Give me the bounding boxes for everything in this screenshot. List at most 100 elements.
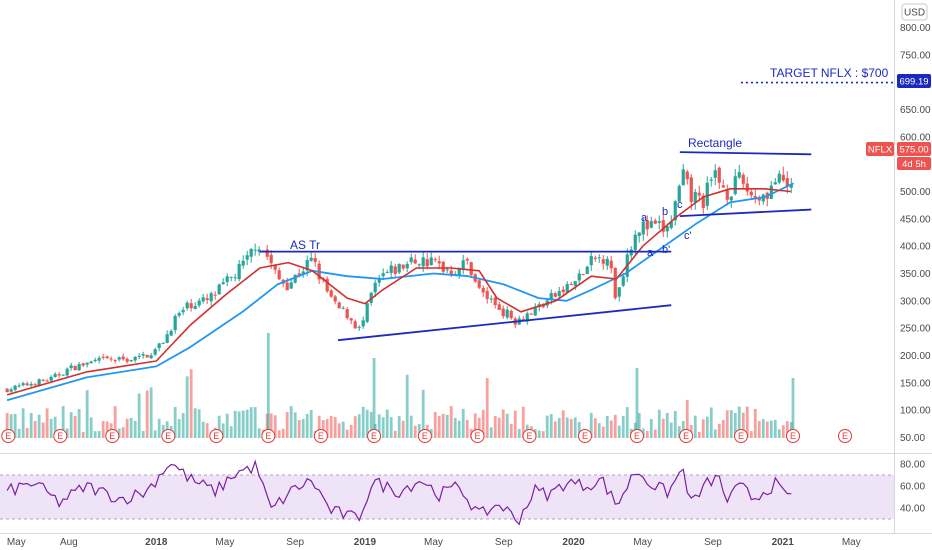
volume-bar	[266, 333, 270, 438]
volume-bar	[749, 431, 753, 438]
time-tick-label: May	[215, 537, 234, 548]
candle-body	[745, 183, 749, 192]
candle-body	[401, 264, 405, 269]
volume-bar	[791, 378, 795, 438]
earnings-marker-label: E	[634, 431, 640, 441]
volume-bar	[697, 431, 701, 438]
candle-body	[613, 267, 617, 299]
volume-bar	[157, 418, 161, 438]
volume-bar	[65, 428, 69, 438]
volume-bar	[361, 406, 365, 438]
price-tick-label: 600.00	[900, 132, 931, 143]
candle-body	[117, 357, 121, 360]
volume-bar	[141, 431, 145, 438]
volume-bar	[241, 410, 245, 438]
volume-bar	[129, 417, 133, 438]
volume-bar	[729, 410, 733, 438]
candle-body	[385, 272, 389, 274]
candle-body	[25, 383, 29, 386]
volume-bar	[77, 409, 81, 438]
volume-bar	[621, 416, 625, 438]
time-axis[interactable]: May Aug 2018 May Sep 2019 May Sep 2020 May Sep 2021…	[7, 537, 861, 548]
volume-bar	[369, 411, 373, 438]
volume-bar	[397, 416, 401, 438]
candle-body	[773, 182, 777, 185]
earnings-marker	[837, 429, 852, 443]
price-tick-label: 150.00	[900, 378, 931, 389]
volume-bar	[537, 430, 541, 438]
volume-bar	[769, 420, 773, 438]
volume-bar	[305, 414, 309, 438]
volume-bar	[513, 410, 517, 438]
volume-bar	[353, 416, 357, 438]
volume-bar	[593, 418, 597, 438]
volume-bar	[477, 417, 481, 438]
volume-bar	[665, 413, 669, 438]
candle-body	[605, 258, 609, 266]
candle-body	[509, 310, 513, 319]
volume-bar	[545, 415, 549, 438]
wave-label-b: b	[662, 206, 668, 218]
volume-bar	[765, 421, 769, 438]
earnings-marker	[261, 429, 276, 443]
candle-body	[601, 259, 605, 264]
trendline-drawings[interactable]	[259, 81, 894, 342]
candle-body	[341, 307, 345, 309]
candle-body	[725, 189, 729, 200]
candle-body	[77, 364, 81, 371]
candle-body	[493, 297, 497, 306]
volume-bar	[693, 415, 697, 438]
volume-bar	[589, 412, 593, 438]
candle-body	[309, 257, 313, 261]
earnings-marker	[679, 429, 694, 443]
volume-bar	[225, 413, 229, 438]
price-tick-label: 750.00	[900, 50, 931, 61]
rsi-tick-label: 80.00	[900, 460, 925, 471]
earnings-marker	[470, 429, 485, 443]
time-tick-label: May	[842, 537, 861, 548]
candle-body	[209, 293, 213, 302]
volume-bar	[669, 422, 673, 438]
time-tick-label: May	[633, 537, 652, 548]
volume-bar	[609, 420, 613, 438]
candle-body	[673, 201, 677, 221]
volume-bar	[501, 409, 505, 438]
volume-bar	[753, 408, 757, 438]
volume-bar	[105, 421, 109, 438]
volume-bar	[393, 430, 397, 438]
volume-bar	[249, 407, 253, 438]
candle-body	[609, 260, 613, 269]
volume-bar	[433, 411, 437, 438]
volume-bar	[201, 421, 205, 438]
earnings-marker-label: E	[265, 431, 271, 441]
candle-body	[73, 365, 77, 371]
target-price-text: 699.19	[899, 77, 928, 88]
candle-body	[277, 270, 281, 280]
candle-body	[377, 278, 381, 283]
candle-body	[121, 356, 125, 360]
volume-bar	[745, 406, 749, 438]
candle-body	[273, 264, 277, 270]
volume-bar	[757, 421, 761, 438]
candle-body	[233, 277, 237, 279]
candle-body	[13, 385, 17, 390]
volume-bar	[325, 419, 329, 438]
currency-button[interactable]: USD	[901, 3, 928, 21]
wave-label-c-prime: c'	[684, 230, 692, 242]
volume-bar	[93, 431, 97, 438]
rectangle-top-line	[679, 151, 812, 156]
candle-body	[789, 184, 793, 188]
candle-body	[169, 330, 173, 336]
candle-body	[569, 284, 573, 286]
candle-body	[769, 185, 773, 200]
wave-label-a-prime: a	[647, 247, 654, 259]
volume-bar	[357, 414, 361, 438]
candle-body	[441, 261, 445, 272]
candle-body	[297, 273, 301, 276]
rsi-axis[interactable]: 80.00 60.00 40.00	[900, 460, 925, 515]
volume-bar	[485, 378, 489, 438]
candle-body	[589, 255, 593, 266]
earnings-marker-label: E	[57, 431, 63, 441]
